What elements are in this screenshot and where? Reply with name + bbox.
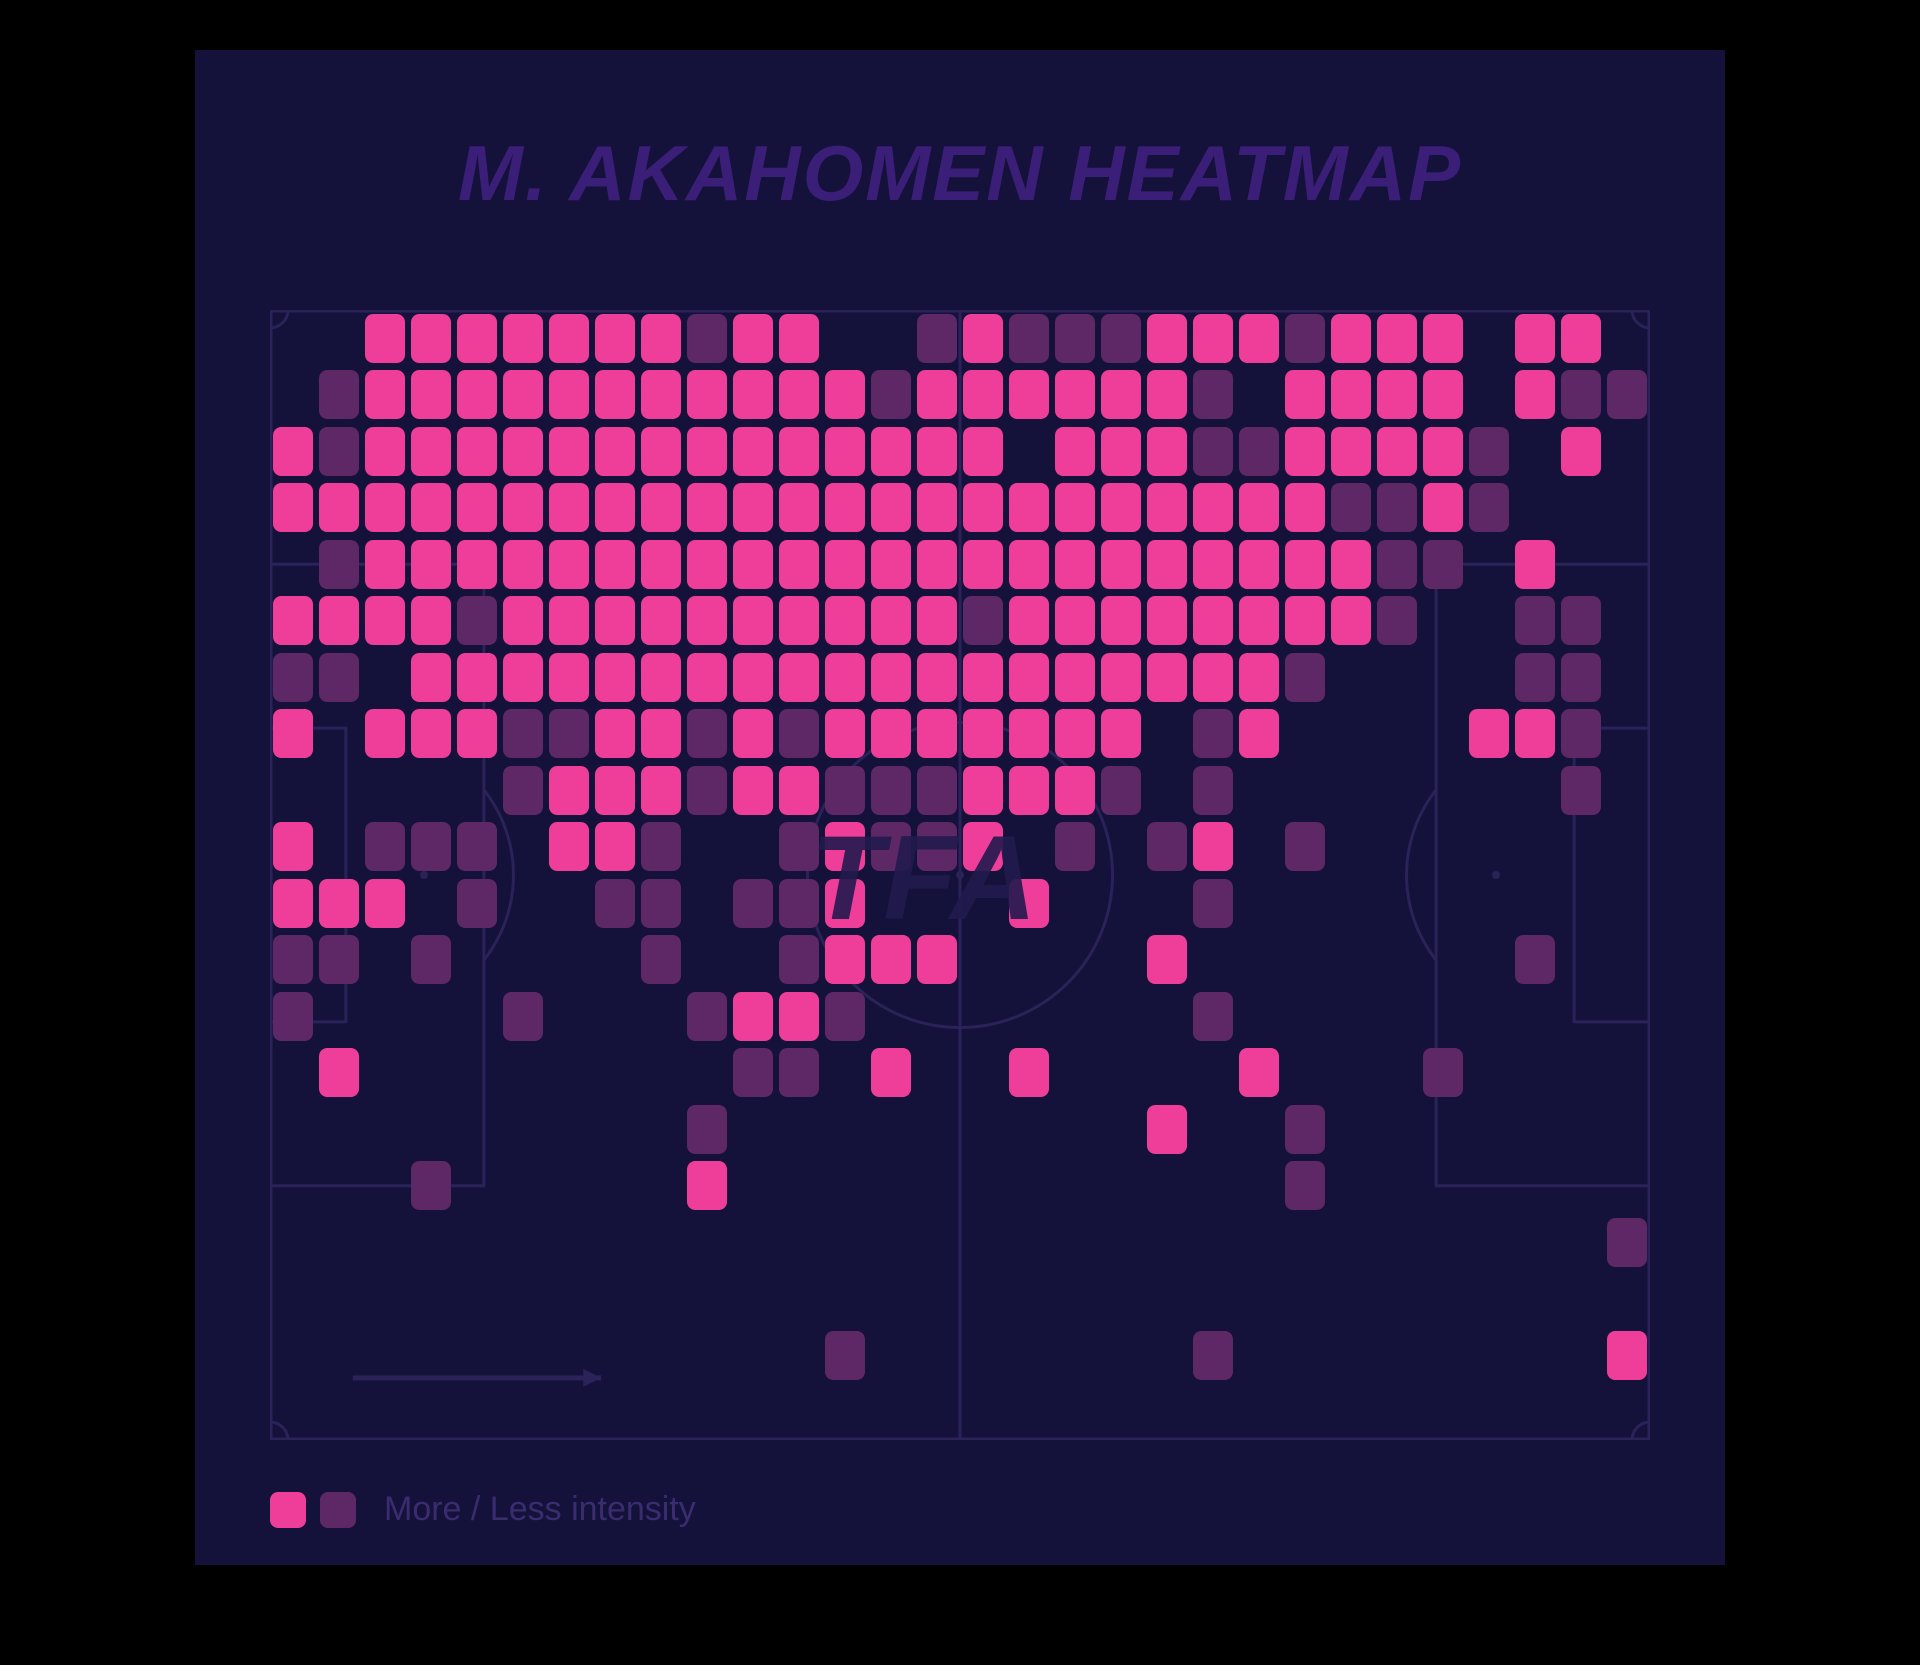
heatmap-card: M. AKAHOMEN HEATMAP TFA More / Less inte… xyxy=(195,50,1725,1565)
pitch-container: TFA xyxy=(270,310,1650,1440)
legend-label: More / Less intensity xyxy=(384,1490,696,1529)
page-root: M. AKAHOMEN HEATMAP TFA More / Less inte… xyxy=(0,0,1920,1665)
legend-swatch-less xyxy=(320,1492,356,1528)
legend-swatch-more xyxy=(270,1492,306,1528)
chart-title: M. AKAHOMEN HEATMAP xyxy=(195,128,1725,219)
legend: More / Less intensity xyxy=(270,1490,696,1529)
direction-arrow-icon xyxy=(270,310,1650,1440)
